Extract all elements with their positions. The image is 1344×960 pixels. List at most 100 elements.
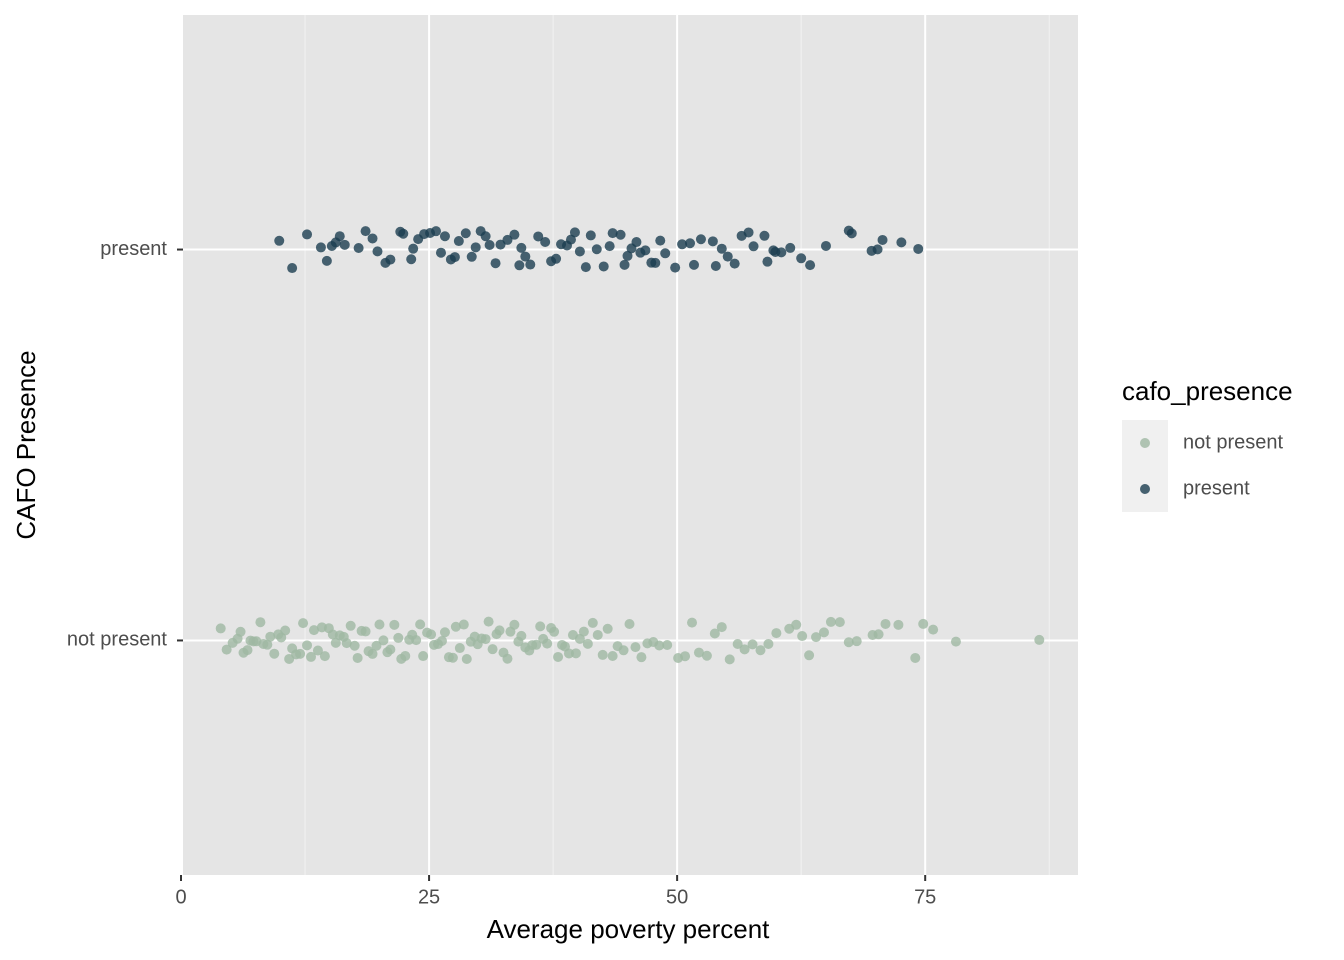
point [466,251,477,262]
point [846,228,857,239]
point [677,239,688,250]
point [655,235,666,246]
point [820,240,831,251]
point [450,621,461,632]
point [461,653,472,664]
point [716,243,727,254]
point [418,651,429,662]
point [385,254,396,265]
x-tick-label: 50 [666,886,688,908]
point [604,241,615,252]
point [578,626,589,637]
point [630,642,641,653]
point [525,259,536,270]
point [439,627,450,638]
point [453,236,464,247]
point [480,634,491,645]
point [321,255,332,266]
point [693,647,704,658]
point [215,623,226,634]
point [631,237,642,248]
point [436,635,447,646]
point [747,639,758,650]
point [851,636,862,647]
point [843,637,854,648]
point [624,619,635,630]
point [274,235,285,246]
point [353,242,364,253]
x-tick-label: 0 [175,886,186,908]
point [743,227,754,238]
point [818,627,829,638]
x-tick-label: 75 [914,886,936,908]
point [732,638,743,649]
point [928,624,939,635]
point [724,654,735,665]
point [896,237,907,248]
point [520,251,531,262]
point [242,645,253,656]
point [695,234,706,245]
point [516,630,527,641]
point [797,631,808,642]
point [622,250,633,261]
point [587,617,598,628]
point [950,636,961,647]
point [729,258,740,269]
point [280,625,291,636]
point [302,640,313,651]
point [602,623,613,634]
point [872,244,883,255]
point [834,617,845,628]
point [360,226,371,237]
point [367,648,378,659]
point [670,262,681,273]
point [551,253,562,264]
point [553,651,564,662]
point [308,625,319,636]
point [805,260,816,271]
point [255,617,266,628]
point [580,262,591,273]
point [487,644,498,655]
point [287,263,298,274]
point [701,650,712,661]
point [707,236,718,247]
point [262,639,273,650]
point [298,618,309,629]
point [460,228,471,239]
point [509,619,520,630]
point [352,652,363,663]
point [385,644,396,655]
point [349,640,360,651]
point [619,259,630,270]
point [636,652,647,663]
point [825,616,836,627]
point [574,246,585,257]
point [509,229,520,240]
point [796,253,807,264]
point [618,645,629,656]
point [339,239,350,250]
point [893,619,904,630]
point [470,242,481,253]
point [265,631,276,642]
point [563,648,574,659]
point [315,242,326,253]
point [302,229,313,240]
point [582,638,593,649]
point [910,652,921,663]
point [406,254,417,265]
point [776,247,787,258]
point [319,651,330,662]
point [549,626,560,637]
point [435,247,446,258]
point [408,243,419,254]
point [759,230,770,241]
point [689,259,700,270]
point [305,651,316,662]
point [640,245,651,256]
point [877,234,888,245]
point [662,640,673,651]
point [918,618,929,629]
